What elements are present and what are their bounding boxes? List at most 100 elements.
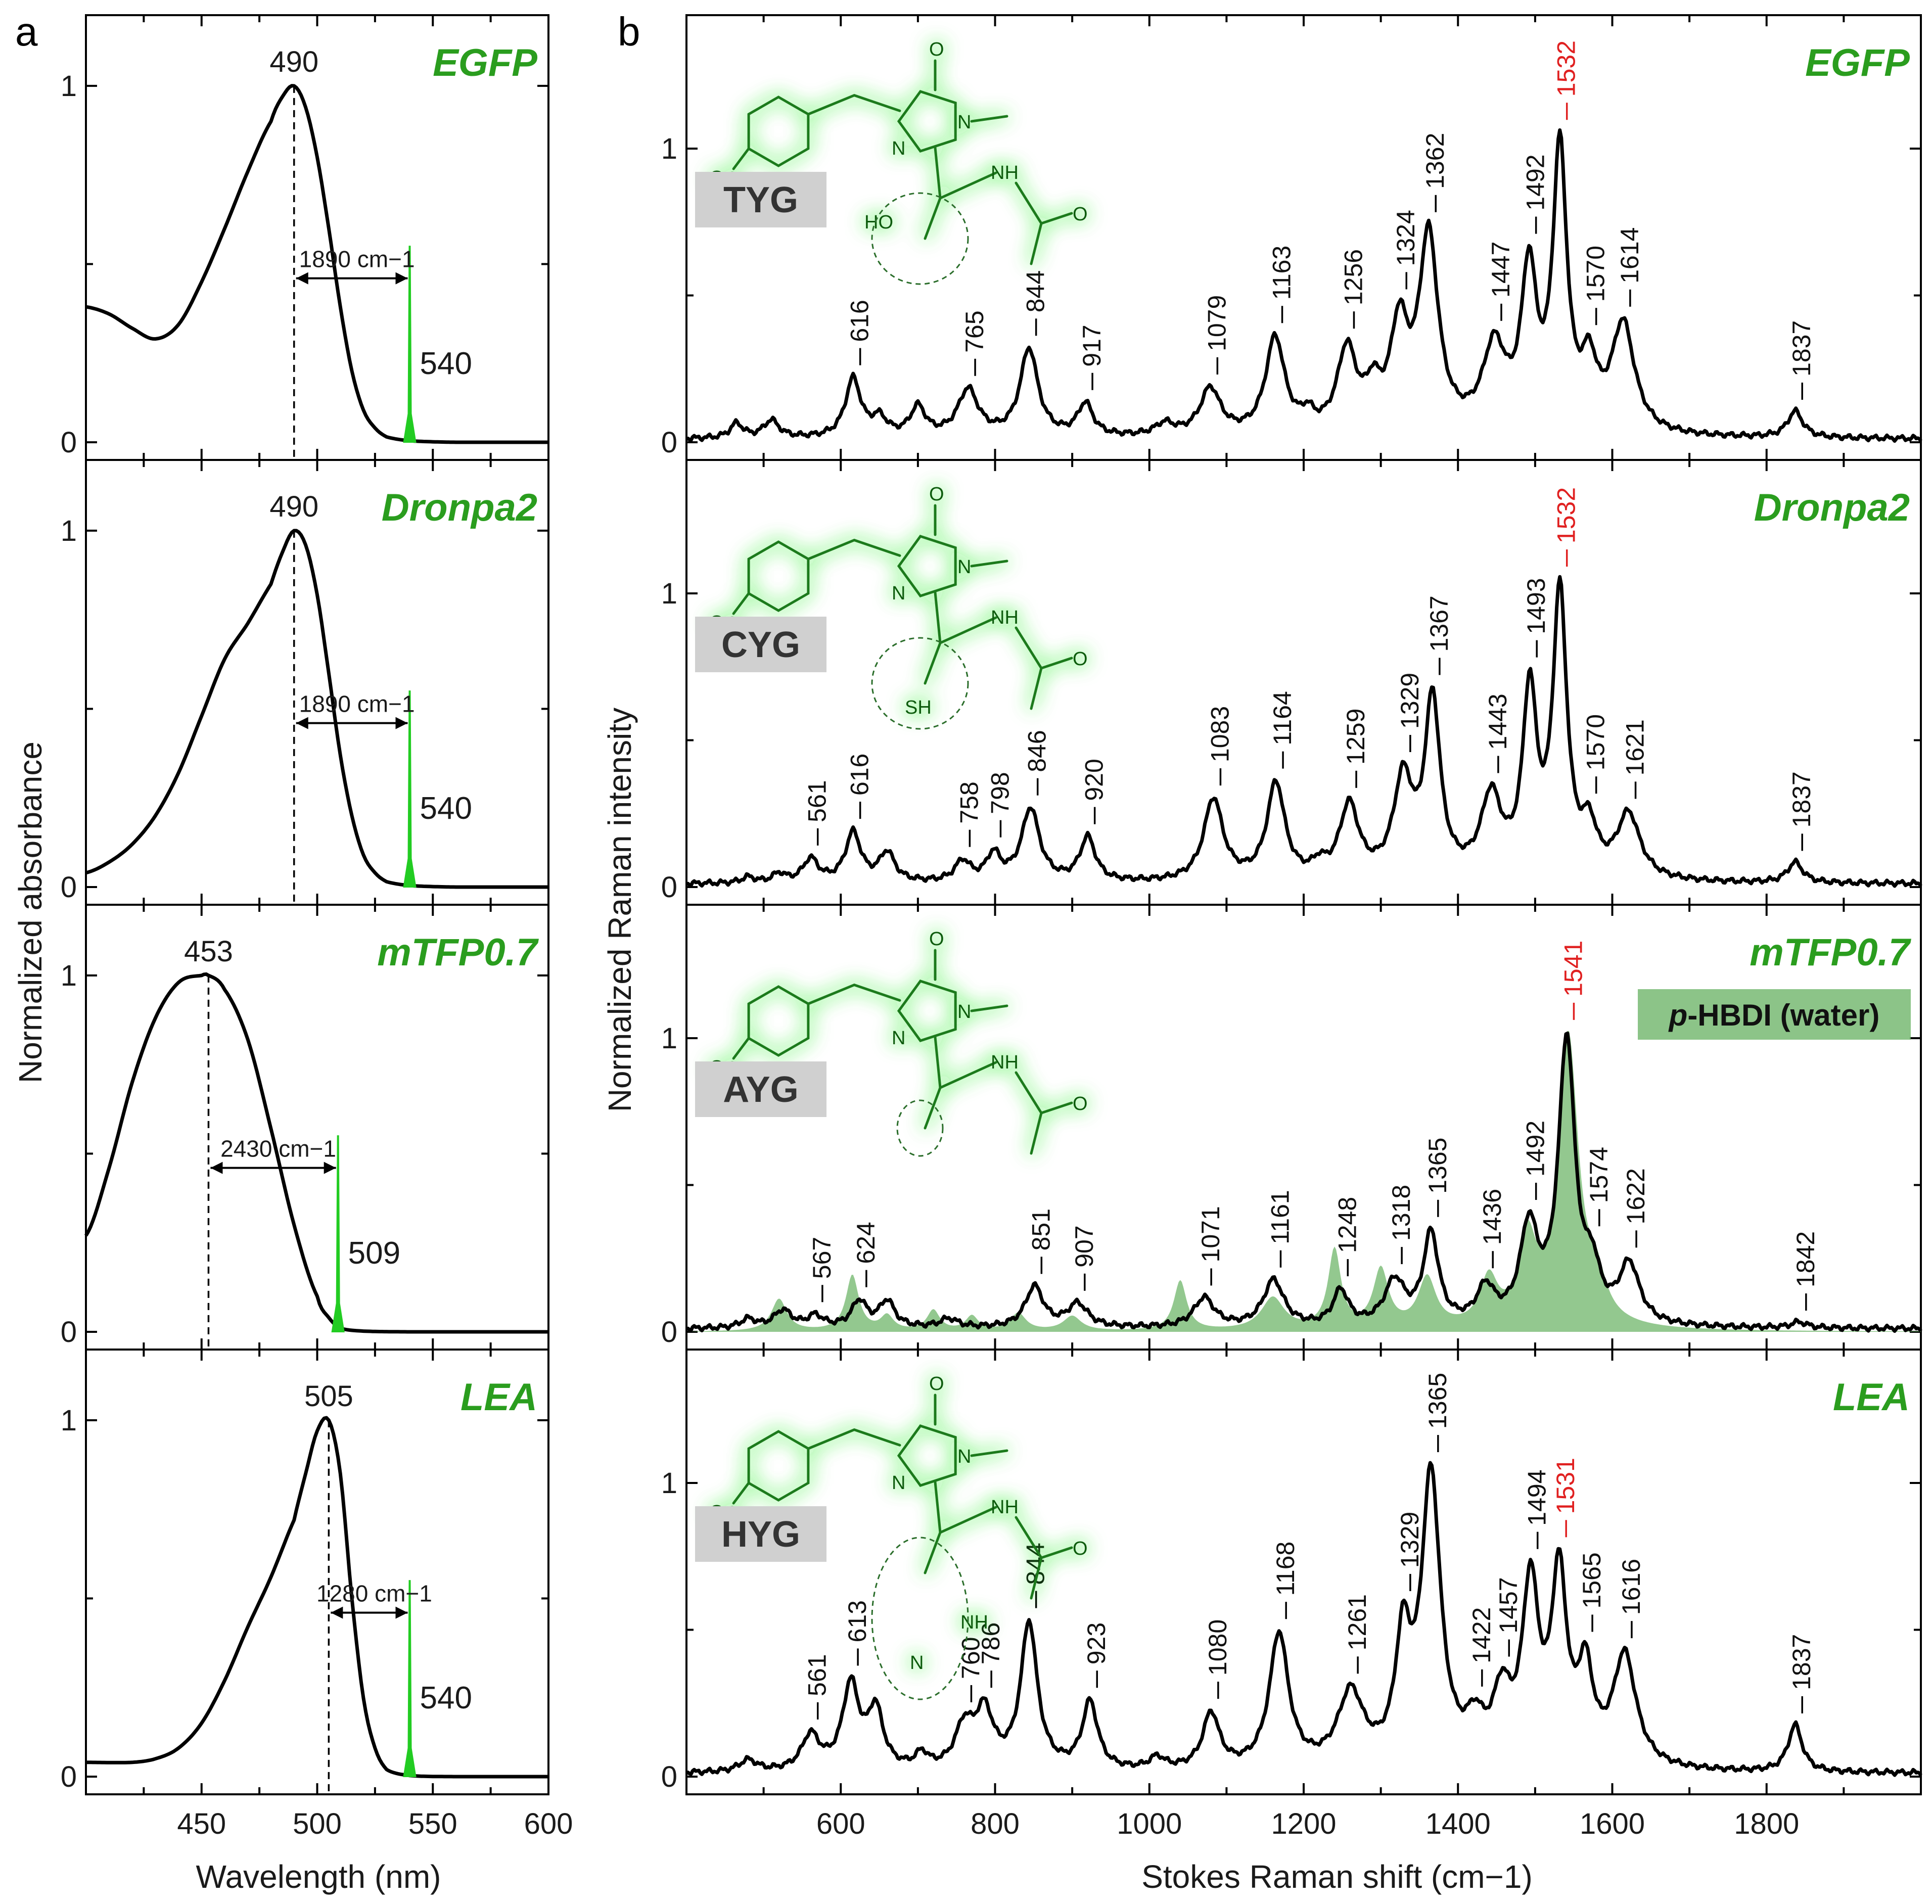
reference-legend-label: p-HBDI (water) <box>1668 998 1880 1032</box>
peak-label: 1329 <box>1396 1512 1424 1568</box>
reference-spectrum-area <box>686 1031 1921 1332</box>
peak-label: 1492 <box>1522 154 1550 210</box>
laser-wavelength-label: 509 <box>348 1236 400 1271</box>
peak-label: 920 <box>1080 759 1109 801</box>
side-chain-bonds <box>924 1036 997 1130</box>
peak-label: 758 <box>955 781 983 823</box>
peak-label: 1163 <box>1268 246 1296 300</box>
peak-label: 1079 <box>1203 295 1231 351</box>
reference-legend-box <box>1638 989 1911 1040</box>
x-tick-label: 450 <box>177 1807 226 1840</box>
peak-label: 1365 <box>1423 1373 1452 1429</box>
peak-label: 1531 <box>1551 1458 1580 1514</box>
y-tick-label: 0 <box>61 1760 77 1793</box>
peak-label: 1574 <box>1585 1147 1613 1203</box>
imidazolinone-ring <box>897 90 957 153</box>
peak-label: 1436 <box>1478 1189 1506 1245</box>
absorbance-curve <box>85 529 548 889</box>
y-tick-label: 0 <box>661 1760 677 1793</box>
peak-label: 1083 <box>1206 706 1234 762</box>
peak-label: 1492 <box>1522 1121 1550 1177</box>
sample-name: EGFP <box>1805 41 1910 84</box>
ring-nitrogen-label-2: N <box>892 138 905 159</box>
peak-label: 1457 <box>1494 1577 1523 1633</box>
shift-arrow-head-right <box>395 1606 408 1619</box>
shift-arrow-head-left <box>331 1606 343 1619</box>
sample-name: EGFP <box>433 41 537 84</box>
y-tick-label: 1 <box>61 70 77 103</box>
abs-plot-EGFP: 0 1 490 540 1890 cm−1 EGFP <box>61 14 549 461</box>
sample-name: Dronpa2 <box>1754 486 1910 529</box>
ring-nitrogen-label: N <box>957 556 971 578</box>
chromophore-badge-label: HYG <box>721 1514 800 1555</box>
backbone-bond <box>970 560 1008 568</box>
sample-name: Dronpa2 <box>382 486 537 529</box>
peak-label: 1324 <box>1392 210 1420 266</box>
plots-layer: 0 1 490 540 1890 cm−1 EGFP 0 1 490 540 1890 cm−1 Dr… <box>61 14 1922 1840</box>
amide-bonds <box>1015 626 1073 710</box>
methine-bridge <box>807 538 901 561</box>
absorbance-curve <box>85 84 548 444</box>
chromophore-badge-label: CYG <box>721 625 800 665</box>
abs-max-label: 490 <box>269 45 318 78</box>
sample-name: LEA <box>1833 1376 1910 1419</box>
x-tick-label: 550 <box>408 1807 457 1840</box>
peak-label: 561 <box>803 780 832 822</box>
laser-wavelength-label: 540 <box>420 346 472 381</box>
laser-line <box>403 690 417 888</box>
laser-line <box>403 246 417 443</box>
amide-oxygen-label: O <box>1073 1538 1088 1559</box>
shift-label: 1890 cm−1 <box>299 691 415 717</box>
imidazole-nh-label: NH <box>960 1612 988 1633</box>
peak-label: 1422 <box>1467 1607 1496 1663</box>
imidazolinone-ring <box>897 535 957 597</box>
phenolate-ring <box>747 1430 810 1502</box>
peak-label: 624 <box>852 1222 880 1264</box>
ring-nitrogen-label: N <box>957 112 971 133</box>
shift-label: 1890 cm−1 <box>299 246 415 272</box>
y-tick-label: 0 <box>661 1316 677 1349</box>
methine-bridge <box>807 983 901 1005</box>
chromophore-badge <box>695 1061 826 1117</box>
phenolate-oxygen-bond <box>732 1481 750 1505</box>
hydroxyl-label: HO <box>864 212 893 233</box>
phenolate-ring <box>747 985 810 1057</box>
side-chain-bonds <box>924 591 997 685</box>
x-tick-label: 1800 <box>1734 1807 1799 1840</box>
y-tick-label: 1 <box>661 1467 677 1500</box>
panel-b-letter: b <box>618 9 640 54</box>
peak-label: 1318 <box>1387 1185 1415 1241</box>
abs-plot-LEA: 0 1 450 500 550 600 505 540 1280 cm−1 LEA <box>61 1349 573 1840</box>
raman-spectrum-curve <box>685 1461 1922 1777</box>
peak-label: 786 <box>977 1622 1005 1664</box>
sample-name: mTFP0.7 <box>1750 931 1911 974</box>
peak-label: 1837 <box>1787 771 1816 827</box>
peak-label: 1362 <box>1421 133 1449 189</box>
y-tick-label: 1 <box>61 1404 77 1437</box>
shift-arrow-head-right <box>324 1162 336 1174</box>
amide-bonds <box>1015 181 1073 265</box>
peak-label: 1621 <box>1621 719 1649 775</box>
panel-b-x-axis-label: Stokes Raman shift (cm−1) <box>1141 1859 1533 1895</box>
imidazole-n-label: N <box>910 1652 924 1674</box>
peak-label: 907 <box>1070 1225 1098 1267</box>
panel-a-letter: a <box>15 9 38 54</box>
chromophore-badge <box>695 617 826 672</box>
peak-label: 1570 <box>1582 714 1610 770</box>
abs-max-label: 505 <box>304 1380 353 1413</box>
peak-label: 1256 <box>1339 249 1367 305</box>
phenolate-oxygen-bond <box>732 147 750 170</box>
side-chain-bonds <box>924 1480 997 1574</box>
peak-label: 1443 <box>1484 693 1512 750</box>
chromophores-layer: O⊖ONNNHOHOTYGO⊖ONNNHOSHCYGO⊖ONNNHOAYGO⊖O… <box>695 39 1088 1700</box>
amide-nh-label: NH <box>991 1052 1019 1073</box>
peak-label: 1532 <box>1552 487 1581 543</box>
ring-nitrogen-label: N <box>957 1446 971 1467</box>
raman-plot-mTFP0.7: 0 1 567 624 851 907 1071 1161 1248 1318 1365 1436 14… <box>661 904 1922 1351</box>
panel-a-x-axis-label: Wavelength (nm) <box>196 1859 441 1895</box>
abs-plot-mTFP0.7: 0 1 453 509 2430 cm−1 mTFP0.7 <box>61 904 549 1351</box>
abs-max-label: 490 <box>269 490 318 523</box>
